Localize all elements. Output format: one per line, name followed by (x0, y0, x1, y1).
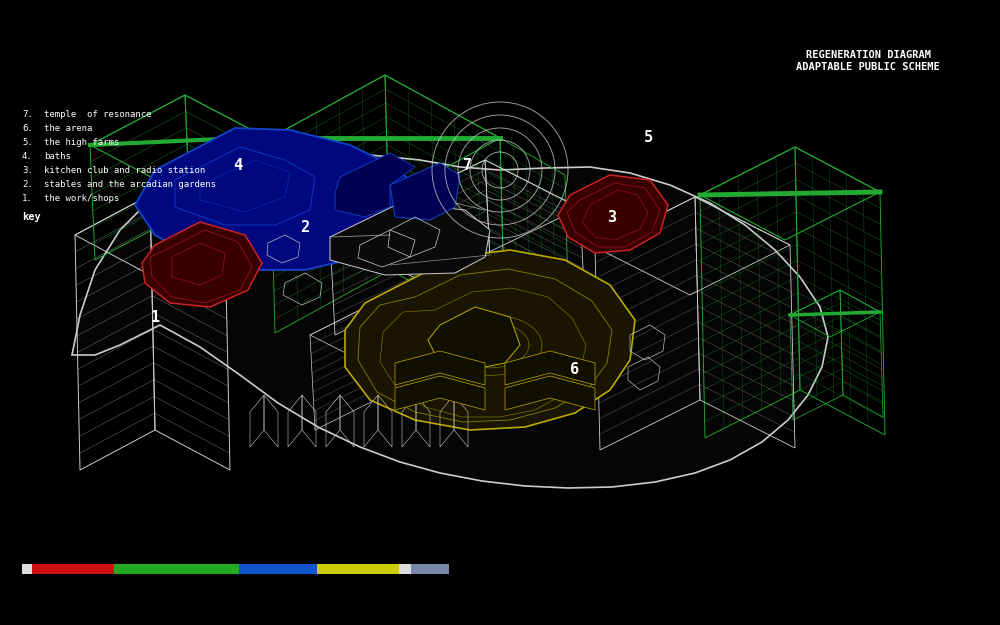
Text: 4: 4 (233, 158, 243, 172)
Text: ADAPTABLE PUBLIC SCHEME: ADAPTABLE PUBLIC SCHEME (796, 62, 940, 72)
Polygon shape (72, 153, 828, 488)
Polygon shape (142, 222, 262, 307)
Bar (22, 564, 32, 574)
Polygon shape (330, 203, 490, 275)
Text: the arena: the arena (44, 124, 92, 133)
Polygon shape (395, 351, 485, 385)
Text: 1: 1 (150, 309, 160, 324)
Text: 2.: 2. (22, 180, 33, 189)
Text: 3.: 3. (22, 166, 33, 175)
Bar (399, 564, 411, 574)
Text: 7: 7 (463, 158, 473, 172)
Bar (239, 564, 317, 574)
Polygon shape (505, 351, 595, 385)
Polygon shape (428, 307, 520, 370)
Text: the work/shops: the work/shops (44, 194, 119, 203)
Polygon shape (505, 376, 595, 410)
Text: 5: 5 (643, 129, 653, 144)
Bar (317, 564, 399, 574)
Text: 2: 2 (300, 219, 310, 234)
Text: 3: 3 (607, 211, 617, 226)
Text: 7.: 7. (22, 110, 33, 119)
Bar (114, 564, 239, 574)
Text: stables and the arcadian gardens: stables and the arcadian gardens (44, 180, 216, 189)
Polygon shape (135, 128, 420, 270)
Text: 6.: 6. (22, 124, 33, 133)
Polygon shape (345, 250, 635, 430)
Text: temple  of resonance: temple of resonance (44, 110, 152, 119)
Polygon shape (558, 175, 668, 253)
Text: kitchen club and radio station: kitchen club and radio station (44, 166, 205, 175)
Polygon shape (335, 153, 415, 217)
Text: 4.: 4. (22, 152, 33, 161)
Polygon shape (395, 376, 485, 410)
Text: 6: 6 (570, 362, 580, 378)
Text: key: key (22, 212, 41, 222)
Text: the high farms: the high farms (44, 138, 119, 147)
Text: 5.: 5. (22, 138, 33, 147)
Bar (32, 564, 114, 574)
Polygon shape (390, 163, 460, 220)
Text: REGENERATION DIAGRAM: REGENERATION DIAGRAM (806, 50, 930, 60)
Text: 1.: 1. (22, 194, 33, 203)
Text: baths: baths (44, 152, 71, 161)
Bar (411, 564, 449, 574)
